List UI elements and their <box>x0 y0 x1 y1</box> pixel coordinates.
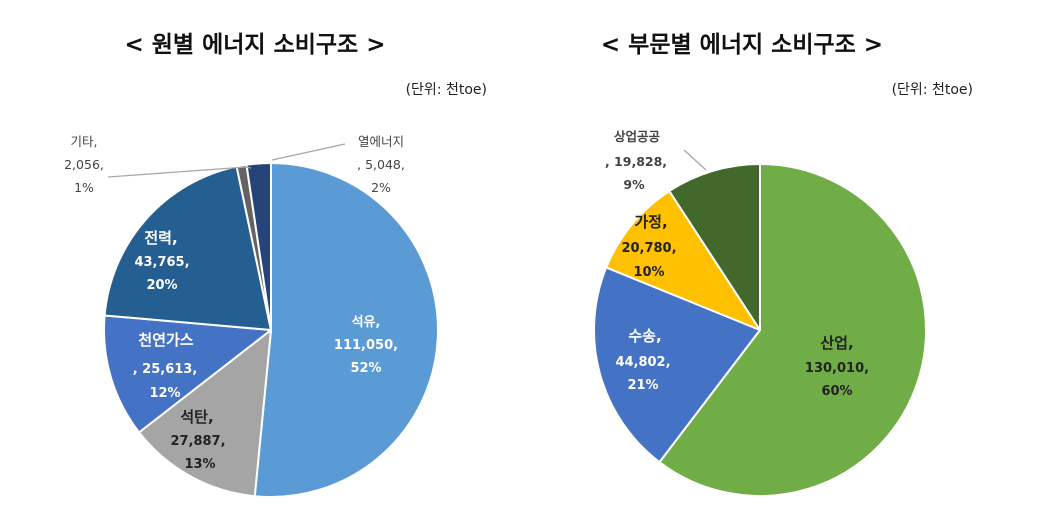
label-lng-value: , 25,613, <box>133 362 198 377</box>
label-oil-name: 석유, <box>352 315 381 330</box>
label-oil-value: 111,050, <box>334 338 398 353</box>
leader-line-other <box>107 166 252 178</box>
chart-2-unit-note: (단위: 천toe) <box>892 82 973 98</box>
label-transport-value: 44,802, <box>615 355 670 370</box>
label-other-value: 2,056, <box>64 157 104 172</box>
label-other-percent: 1% <box>74 180 94 195</box>
chart-1-title: < 원별 에너지 소비구조 > <box>124 32 385 58</box>
chart-1-slice-heat <box>245 162 272 331</box>
label-commercial-value: , 19,828, <box>605 154 667 169</box>
label-other-name: 기타, <box>71 134 98 149</box>
chart-2-labels: 산업, 130,010, 60% 수송, 44,802, 21% 가정, 20,… <box>605 129 869 399</box>
label-industry-name: 산업, <box>820 334 853 352</box>
label-commercial-percent: 9% <box>623 177 645 192</box>
chart-2-pie <box>593 163 927 497</box>
label-transport-percent: 21% <box>627 378 658 393</box>
chart-1-slice-lng <box>103 314 272 434</box>
label-industry-percent: 60% <box>821 384 852 399</box>
label-household-percent: 10% <box>633 265 664 280</box>
label-electricity-name: 전력, <box>144 229 177 247</box>
label-heat-name: 열에너지 <box>358 134 404 149</box>
label-industry-value: 130,010, <box>805 361 869 376</box>
chart-1-labels: 석유, 111,050, 52% 석탄, 27,887, 13% 천연가스 , … <box>64 134 405 472</box>
label-heat-value: , 5,048, <box>357 157 405 172</box>
label-oil-percent: 52% <box>350 361 381 376</box>
label-lng-name: 천연가스 <box>138 331 193 349</box>
chart-2-slice-commercial <box>668 163 761 331</box>
chart-2-title: < 부문별 에너지 소비구조 > <box>601 32 883 58</box>
label-electricity-value: 43,765, <box>134 255 189 270</box>
chart-1-slice-electricity <box>103 165 272 331</box>
chart-1-slice-oil <box>253 162 439 498</box>
chart-2-slice-household <box>605 190 761 331</box>
chart-1-slice-coal <box>138 329 272 498</box>
leader-line-commercial <box>683 149 707 171</box>
chart-2-slice-industry <box>658 163 927 497</box>
chart-1-unit-note: (단위: 천toe) <box>406 82 487 98</box>
label-lng-percent: 12% <box>149 386 180 401</box>
chart-1-pie <box>103 162 439 498</box>
label-transport-name: 수송, <box>628 327 661 345</box>
label-coal-percent: 13% <box>184 457 215 472</box>
label-household-value: 20,780, <box>621 241 676 256</box>
leader-line-heat <box>271 143 346 161</box>
label-household-name: 가정, <box>634 213 667 231</box>
label-heat-percent: 2% <box>371 180 391 195</box>
chart-2-slice-transport <box>593 266 761 464</box>
label-coal-name: 석탄, <box>180 408 213 426</box>
label-commercial-name: 상업공공 <box>614 129 661 144</box>
label-coal-value: 27,887, <box>170 434 225 449</box>
label-electricity-percent: 20% <box>146 278 177 293</box>
